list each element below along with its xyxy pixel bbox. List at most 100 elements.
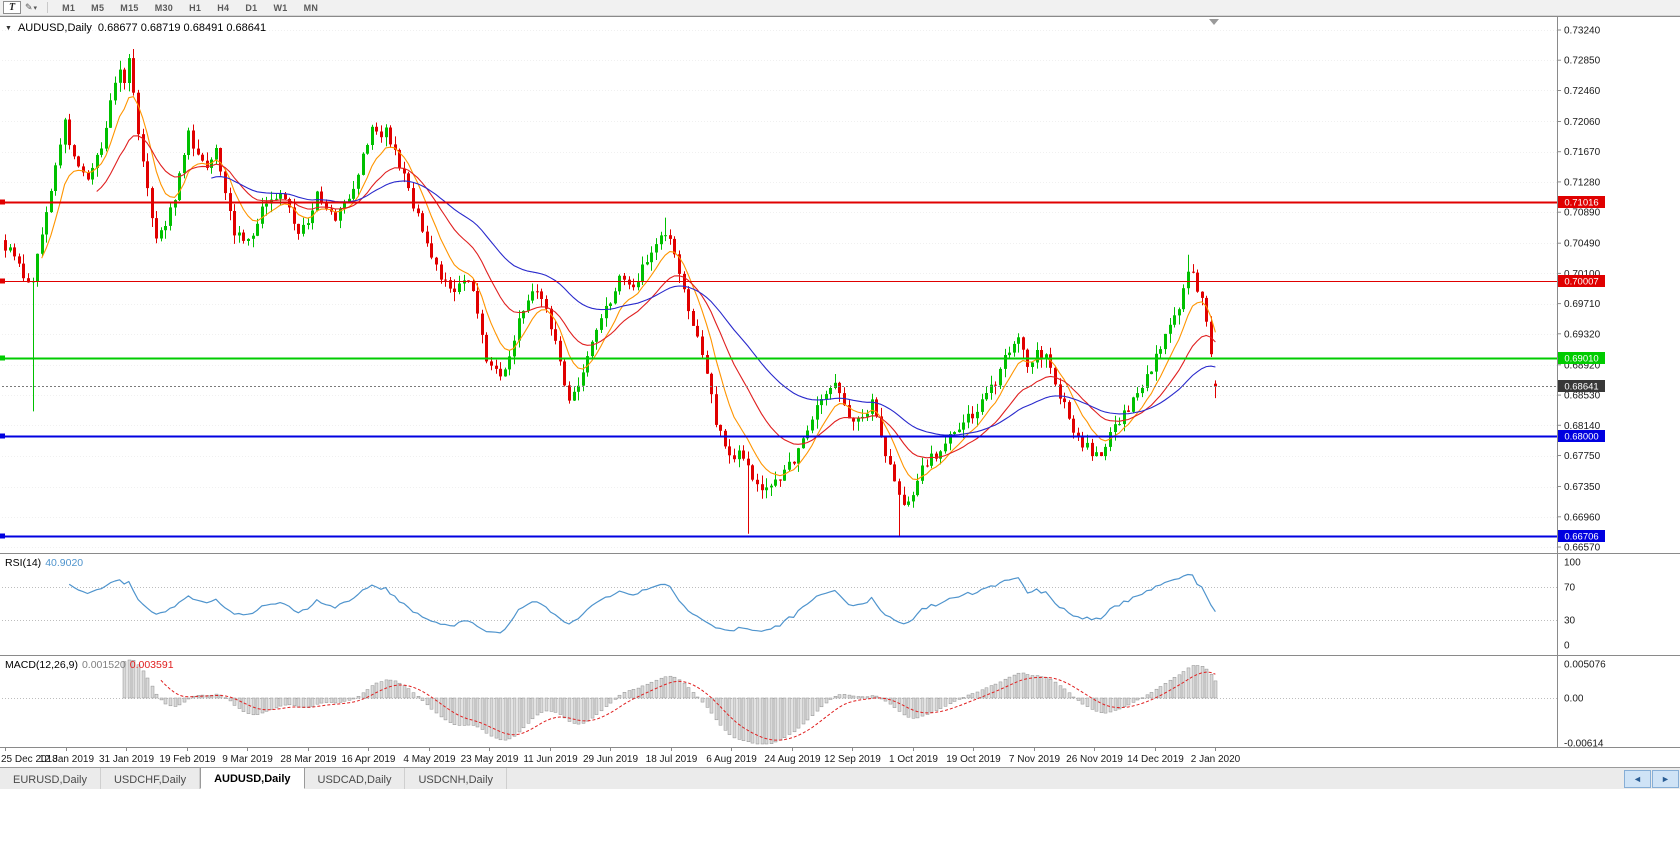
svg-text:9 Mar 2019: 9 Mar 2019: [222, 754, 273, 765]
svg-text:0.67350: 0.67350: [1564, 482, 1601, 493]
svg-text:12 Sep 2019: 12 Sep 2019: [824, 754, 881, 765]
rsi-name: RSI(14): [5, 557, 42, 569]
timeframe-h1-button[interactable]: H1: [189, 2, 202, 13]
price-chart-canvas[interactable]: 0.73240 0.72850 0.72460 0.72060 0.71670 0.712…: [0, 16, 1680, 767]
svg-text:0: 0: [1564, 641, 1570, 652]
tab-usdcnh[interactable]: USDCNH,Daily: [405, 768, 508, 789]
svg-text:0.69010: 0.69010: [1564, 354, 1598, 365]
svg-text:29 Jun 2019: 29 Jun 2019: [583, 754, 638, 765]
svg-text:16 Apr 2019: 16 Apr 2019: [342, 754, 396, 765]
svg-text:0.68000: 0.68000: [1564, 432, 1598, 443]
svg-text:100: 100: [1564, 558, 1581, 569]
svg-text:0.66706: 0.66706: [1564, 532, 1598, 543]
timeframe-m30-button[interactable]: M30: [154, 2, 174, 13]
pane-dividers[interactable]: [0, 16, 1680, 748]
svg-text:0.68641: 0.68641: [1564, 382, 1598, 393]
svg-text:19 Oct 2019: 19 Oct 2019: [946, 754, 1001, 765]
chart-title: ▼ AUDUSD,Daily 0.68677 0.68719 0.68491 0…: [5, 22, 266, 34]
svg-text:31 Jan 2019: 31 Jan 2019: [99, 754, 154, 765]
ohlc-readout: 0.68677 0.68719 0.68491 0.68641: [97, 22, 267, 34]
price-gridlines: [2, 30, 1557, 548]
macd-pane: [2, 659, 1557, 745]
svg-text:2 Jan 2020: 2 Jan 2020: [1191, 754, 1241, 765]
svg-text:24 Aug 2019: 24 Aug 2019: [764, 754, 821, 765]
svg-text:11 Jun 2019: 11 Jun 2019: [523, 754, 578, 765]
timeframe-w1-button[interactable]: W1: [273, 2, 288, 13]
svg-text:0.66570: 0.66570: [1564, 543, 1601, 554]
tab-eurusd[interactable]: EURUSD,Daily: [0, 768, 101, 789]
svg-text:0.71016: 0.71016: [1564, 198, 1598, 209]
svg-text:0.72460: 0.72460: [1564, 86, 1601, 97]
svg-text:70: 70: [1564, 582, 1576, 593]
ma-fast: [41, 95, 1216, 481]
caret-down-icon: ▾: [33, 4, 38, 12]
draw-tool-dropdown[interactable]: ✎ ▾: [25, 3, 37, 12]
svg-text:7 Nov 2019: 7 Nov 2019: [1009, 754, 1061, 765]
svg-text:0.69320: 0.69320: [1564, 329, 1601, 340]
svg-text:0.70490: 0.70490: [1564, 239, 1601, 250]
svg-text:25 Dec 2018: 25 Dec 2018: [1, 754, 58, 765]
symbol-dropdown-icon[interactable]: ▼: [5, 24, 12, 32]
svg-text:23 May 2019: 23 May 2019: [461, 754, 519, 765]
tab-audusd[interactable]: AUDUSD,Daily: [200, 767, 305, 789]
svg-text:1 Oct 2019: 1 Oct 2019: [889, 754, 938, 765]
tab-scrollbar[interactable]: ◄ ►: [1623, 770, 1679, 788]
macd-signal-value: 0.003591: [129, 659, 174, 671]
macd-hist-value: 0.001520: [81, 659, 126, 671]
svg-text:4 May 2019: 4 May 2019: [403, 754, 456, 765]
price-badges: 0.71016 0.70007 0.69010 0.68000 0.66706 0.686…: [1558, 196, 1605, 543]
svg-text:19 Feb 2019: 19 Feb 2019: [159, 754, 216, 765]
pen-icon: ✎: [25, 2, 33, 12]
rsi-value: 40.9020: [45, 557, 84, 569]
tab-usdchf[interactable]: USDCHF,Daily: [101, 768, 201, 789]
rsi-pane: [2, 573, 1557, 634]
moving-averages: [41, 95, 1216, 481]
chart-shift-marker[interactable]: [1209, 19, 1219, 25]
svg-text:0.70100: 0.70100: [1564, 269, 1601, 280]
ma-medium: [96, 135, 1216, 459]
chart-window[interactable]: 0.73240 0.72850 0.72460 0.72060 0.71670 0.712…: [0, 16, 1680, 767]
chart-tabs: EURUSD,Daily USDCHF,Daily AUDUSD,Daily USDC…: [0, 767, 508, 789]
svg-text:0.68920: 0.68920: [1564, 360, 1601, 371]
svg-text:-0.00614: -0.00614: [1564, 739, 1604, 750]
svg-text:6 Aug 2019: 6 Aug 2019: [706, 754, 757, 765]
ma-slow: [211, 176, 1216, 436]
svg-text:14 Dec 2019: 14 Dec 2019: [1127, 754, 1184, 765]
timeframe-m5-button[interactable]: M5: [91, 2, 105, 13]
timeframe-mn-button[interactable]: MN: [303, 2, 319, 13]
macd-name: MACD(12,26,9): [5, 659, 78, 671]
svg-text:0.69710: 0.69710: [1564, 299, 1601, 310]
timeframe-h4-button[interactable]: H4: [217, 2, 230, 13]
svg-text:0.67750: 0.67750: [1564, 451, 1601, 462]
tab-usdcad[interactable]: USDCAD,Daily: [305, 768, 406, 789]
svg-text:26 Nov 2019: 26 Nov 2019: [1066, 754, 1123, 765]
svg-text:0.70007: 0.70007: [1564, 277, 1598, 288]
svg-text:18 Jul 2019: 18 Jul 2019: [646, 754, 698, 765]
svg-text:30: 30: [1564, 616, 1576, 627]
timeframe-m1-button[interactable]: M1: [62, 2, 76, 13]
horizontal-level-lines[interactable]: [0, 199, 1557, 539]
macd-label: MACD(12,26,9) 0.001520 0.003591: [5, 659, 178, 671]
svg-text:0.005076: 0.005076: [1564, 660, 1606, 671]
svg-text:0.68530: 0.68530: [1564, 391, 1601, 402]
svg-text:0.72850: 0.72850: [1564, 56, 1601, 67]
svg-text:0.72060: 0.72060: [1564, 117, 1601, 128]
svg-text:0.73240: 0.73240: [1564, 26, 1601, 37]
timeframe-m15-button[interactable]: M15: [120, 2, 139, 13]
svg-text:28 Mar 2019: 28 Mar 2019: [280, 754, 337, 765]
candles[interactable]: [4, 49, 1217, 537]
svg-text:0.00: 0.00: [1564, 694, 1584, 705]
text-tool-button[interactable]: T: [3, 1, 21, 14]
top-toolbar: T ✎ ▾ M1 M5 M15 M30 H1 H4 D1 W1 MN: [0, 0, 1680, 16]
svg-text:12 Jan 2019: 12 Jan 2019: [39, 754, 94, 765]
svg-text:0.66960: 0.66960: [1564, 512, 1601, 523]
rsi-label: RSI(14) 40.9020: [5, 557, 87, 569]
toolbar-separator: [47, 2, 49, 13]
scroll-left-button[interactable]: ◄: [1624, 770, 1651, 788]
timeframe-d1-button[interactable]: D1: [245, 2, 258, 13]
price-axis[interactable]: 0.73240 0.72850 0.72460 0.72060 0.71670 0.712…: [1557, 26, 1606, 750]
scroll-right-button[interactable]: ►: [1652, 770, 1679, 788]
svg-text:0.71670: 0.71670: [1564, 147, 1601, 158]
